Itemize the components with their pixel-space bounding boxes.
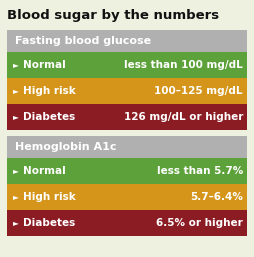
Text: Blood sugar by the numbers: Blood sugar by the numbers [7,8,219,22]
Text: Diabetes: Diabetes [23,112,75,122]
Bar [7,78,247,104]
Text: 100–125 mg/dL: 100–125 mg/dL [154,86,243,96]
Text: ►: ► [13,167,19,176]
Text: ►: ► [13,218,19,227]
Bar [7,30,247,52]
Text: ►: ► [13,113,19,122]
Text: ►: ► [13,87,19,96]
Text: 6.5% or higher: 6.5% or higher [156,218,243,228]
Text: High risk: High risk [23,192,76,202]
Text: ►: ► [13,192,19,201]
Text: High risk: High risk [23,86,76,96]
Text: Normal: Normal [23,60,66,70]
Text: less than 5.7%: less than 5.7% [157,166,243,176]
Text: 126 mg/dL or higher: 126 mg/dL or higher [124,112,243,122]
Text: ►: ► [13,60,19,69]
Text: Normal: Normal [23,166,66,176]
Text: Hemoglobin A1c: Hemoglobin A1c [15,142,117,152]
Bar [7,210,247,236]
Text: less than 100 mg/dL: less than 100 mg/dL [124,60,243,70]
Bar [7,158,247,184]
Bar [7,184,247,210]
Bar [7,104,247,130]
Text: Fasting blood glucose: Fasting blood glucose [15,36,151,46]
Bar [7,136,247,158]
Bar [7,52,247,78]
Text: Diabetes: Diabetes [23,218,75,228]
Text: 5.7–6.4%: 5.7–6.4% [190,192,243,202]
